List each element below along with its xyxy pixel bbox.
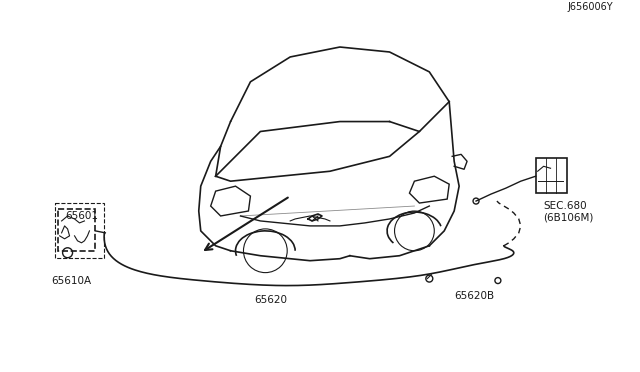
Text: 65620: 65620 bbox=[254, 295, 287, 305]
Bar bbox=[54, 203, 104, 258]
Text: 65620B: 65620B bbox=[454, 291, 494, 301]
Bar bbox=[536, 158, 568, 193]
Text: J656006Y: J656006Y bbox=[568, 2, 613, 12]
Bar bbox=[58, 209, 95, 251]
Text: SEC.680
(6B106M): SEC.680 (6B106M) bbox=[543, 201, 594, 223]
Text: 65601: 65601 bbox=[65, 211, 99, 221]
Text: 65610A: 65610A bbox=[52, 276, 92, 286]
